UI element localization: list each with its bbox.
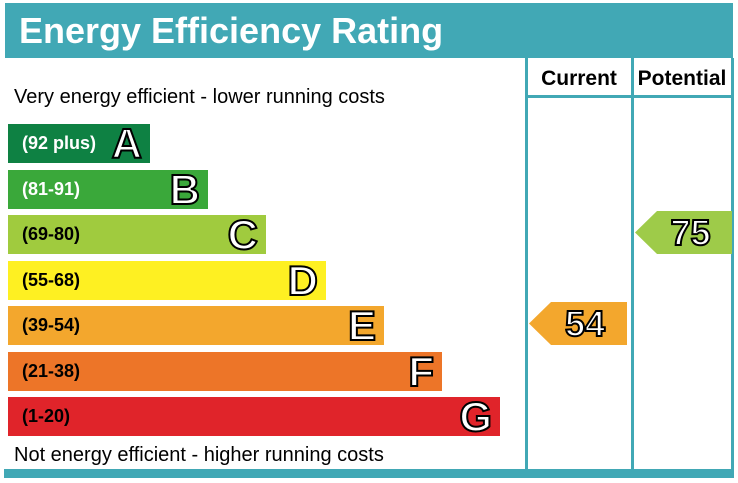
rating-band-d: (55-68) D <box>8 257 326 304</box>
band-letter: A <box>111 120 143 167</box>
chart-right-border <box>731 58 734 472</box>
band-range-label: (81-91) <box>22 179 81 199</box>
rating-band-e: (39-54) E <box>8 302 384 349</box>
band-letter: E <box>347 302 377 349</box>
chart-bottom-border <box>4 469 734 478</box>
chart-title-banner: Energy Efficiency Rating <box>5 3 733 58</box>
potential-rating-arrow: 75 <box>635 211 732 254</box>
caption-very-efficient: Very energy efficient - lower running co… <box>14 86 385 108</box>
band-range-label: (1-20) <box>22 406 71 426</box>
band-letter: F <box>407 348 435 395</box>
band-range-label: (69-80) <box>22 224 81 244</box>
potential-column-left-border <box>631 58 634 472</box>
band-letter: G <box>458 393 493 440</box>
caption-not-efficient: Not energy efficient - higher running co… <box>14 444 384 466</box>
band-range-label: (21-38) <box>22 361 81 381</box>
band-letter: B <box>169 166 201 213</box>
current-rating-arrow: 54 <box>529 302 627 345</box>
current-column-left-border <box>525 58 528 472</box>
rating-band-f: (21-38) F <box>8 348 442 395</box>
column-header-potential: Potential <box>637 67 727 90</box>
rating-band-g: (1-20) G <box>8 393 500 440</box>
current-rating-value: 54 <box>564 302 606 345</box>
potential-rating-value: 75 <box>669 211 711 254</box>
column-header-underline <box>525 95 734 98</box>
rating-band-b: (81-91) B <box>8 166 208 213</box>
rating-band-c: (69-80) C <box>8 211 266 258</box>
band-range-label: (39-54) <box>22 315 81 335</box>
band-letter: D <box>287 257 319 304</box>
rating-band-a: (92 plus) A <box>8 120 150 167</box>
chart-title: Energy Efficiency Rating <box>19 9 444 51</box>
band-range-label: (55-68) <box>22 270 81 290</box>
band-range-label: (92 plus) <box>22 133 97 153</box>
column-header-current: Current <box>541 67 617 90</box>
band-letter: C <box>227 211 259 258</box>
